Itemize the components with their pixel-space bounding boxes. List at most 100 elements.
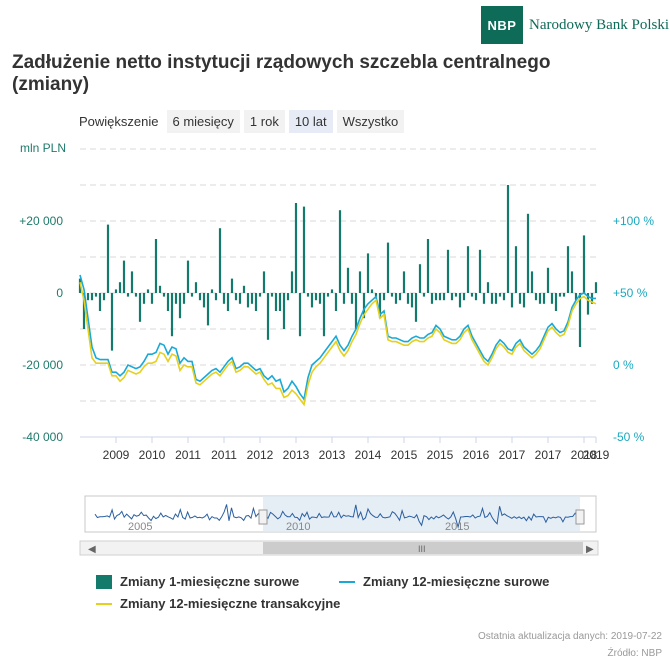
bar (490, 293, 494, 304)
main-chart[interactable]: mln PLN +20 000 0 -20 000 -40 000 +100 % +50… (0, 0, 670, 470)
line-12m-raw (79, 274, 596, 402)
bar (270, 293, 274, 297)
bar (554, 293, 558, 311)
bar (290, 271, 294, 293)
bar (158, 285, 162, 293)
bar (342, 293, 346, 304)
bar (250, 293, 254, 304)
bar (350, 293, 354, 304)
line-12m-transactional (79, 282, 597, 407)
legend-item-1m-raw[interactable]: Zmiany 1-miesięczne surowe (96, 574, 299, 589)
scroll-left-icon[interactable]: ◀ (88, 544, 96, 555)
bar (82, 293, 86, 329)
zoom-10y-button[interactable]: 10 lat (288, 110, 333, 133)
scrollbar-grip-icon: III (418, 544, 426, 554)
zoom-6m-button[interactable]: 6 miesięcy (166, 110, 240, 133)
bar (546, 267, 550, 293)
bar (334, 293, 338, 311)
x-tick-label: 2013 (283, 448, 310, 462)
zoom-all-button[interactable]: Wszystko (336, 110, 405, 133)
bar (486, 282, 490, 293)
bar (366, 253, 370, 293)
x-tick-label: 2016 (463, 448, 490, 462)
navigator-right-handle[interactable] (575, 509, 585, 525)
x-axis: 2009 2010 2011 2011 2012 2013 2013 2014 2015 2015… (80, 436, 610, 462)
bar (154, 239, 158, 293)
bar (594, 282, 598, 293)
footer-source: Źródło: NBP (607, 648, 662, 659)
bar (102, 293, 106, 301)
bar (354, 293, 358, 329)
bar (174, 293, 178, 304)
bar (134, 293, 138, 297)
bar (518, 293, 522, 304)
x-tick-label: 2012 (247, 448, 274, 462)
bar (462, 293, 466, 301)
bar (470, 293, 474, 297)
bar (454, 293, 458, 297)
navigator-left-handle[interactable] (258, 509, 268, 525)
bar (558, 293, 562, 297)
x-tick-label: 2017 (499, 448, 526, 462)
bars-1m-raw (78, 185, 598, 351)
bar (218, 228, 222, 293)
bar (570, 271, 574, 293)
bar (582, 235, 586, 293)
navigator-scrollbar-thumb[interactable] (263, 542, 583, 554)
bar (450, 293, 454, 301)
bar (162, 293, 166, 297)
bar (226, 293, 230, 311)
legend-label-1m-raw: Zmiany 1-miesięczne surowe (120, 574, 300, 589)
bar (406, 293, 410, 304)
bar (210, 289, 214, 293)
bar (106, 224, 110, 293)
bar (566, 246, 570, 293)
bar (578, 293, 582, 347)
bar (530, 271, 534, 293)
navigator-label-2005: 2005 (128, 521, 152, 533)
bar (142, 293, 146, 304)
bar (282, 293, 286, 329)
bar (206, 293, 210, 326)
navigator-selection[interactable] (263, 496, 580, 532)
bar (186, 260, 190, 293)
bar (362, 293, 366, 319)
x-tick-label: 2014 (355, 448, 382, 462)
nbp-logo[interactable]: NBP Narodowy Bank Polski (481, 6, 669, 44)
x-tick-label: 2009 (103, 448, 130, 462)
bar (294, 203, 298, 293)
bar (370, 289, 374, 293)
scroll-right-icon[interactable]: ▶ (586, 544, 594, 555)
bar (310, 293, 314, 308)
x-tick-label: 2011 (175, 448, 201, 462)
bar (166, 293, 170, 311)
x-tick-label: 2011 (211, 448, 237, 462)
navigator-label-2010: 2010 (286, 521, 310, 533)
bar (502, 293, 506, 301)
zoom-selector: Powiększenie 6 miesięcy 1 rok 10 lat Wsz… (79, 110, 408, 133)
legend-item-12m-raw[interactable]: Zmiany 12-miesięczne surowe (339, 574, 549, 589)
bar (306, 293, 310, 297)
bar (314, 293, 318, 301)
bar (522, 293, 526, 308)
bar (170, 293, 174, 337)
bar (130, 271, 134, 293)
bar (238, 293, 242, 304)
legend-item-12m-trans[interactable]: Zmiany 12-miesięczne transakcyjne (96, 596, 340, 611)
x-tick-label: 2018 (571, 448, 598, 462)
bar (402, 271, 406, 293)
y-tick-label: 0 (56, 286, 63, 300)
navigator[interactable]: 2005 2010 2015 ◀ ▶ III (0, 490, 670, 560)
zoom-label: Powiększenie (79, 114, 159, 129)
bar (430, 293, 434, 304)
bar (390, 293, 394, 297)
zoom-1y-button[interactable]: 1 rok (243, 110, 285, 133)
bar (318, 293, 322, 304)
y-tick-label: -40 000 (22, 430, 63, 444)
bar (242, 285, 246, 293)
bar (94, 293, 98, 297)
bar (234, 293, 238, 301)
x-tick-label: 2015 (391, 448, 418, 462)
bar (222, 293, 226, 304)
bar (194, 282, 198, 293)
